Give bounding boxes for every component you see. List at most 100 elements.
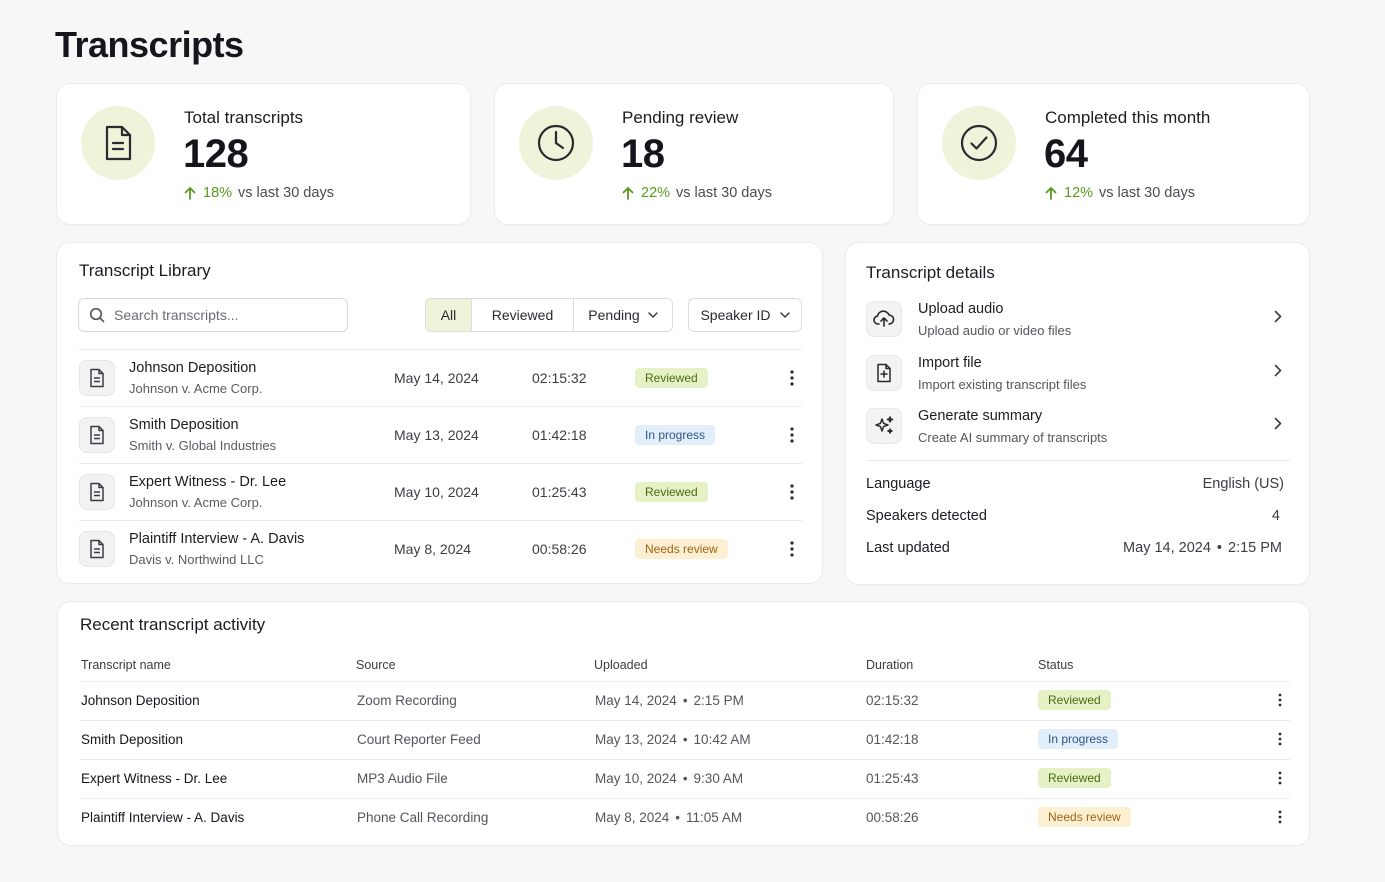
recent-activity-panel: Recent transcript activity Transcript na…: [57, 601, 1310, 846]
search-input[interactable]: Search transcripts...: [78, 298, 348, 332]
table-row[interactable]: Expert Witness - Dr. Lee MP3 Audio File …: [80, 759, 1290, 798]
clock-icon: [519, 106, 593, 180]
transcript-case: Davis v. Northwind LLC: [129, 552, 264, 567]
table-row[interactable]: Johnson Deposition Zoom Recording May 14…: [80, 681, 1290, 720]
stat-trend: 18% vs last 30 days: [183, 185, 334, 201]
column-header-status: Status: [1038, 658, 1074, 672]
status-badge: In progress: [635, 425, 716, 445]
upload-audio-action[interactable]: Upload audio Upload audio or video files: [866, 300, 1290, 352]
transcript-case: Smith v. Global Industries: [129, 438, 277, 453]
uploaded-date: May 14, 2024: [595, 693, 677, 708]
stat-change: 22%: [641, 185, 671, 201]
more-options-icon[interactable]: [785, 424, 799, 446]
file-import-icon: [866, 355, 902, 391]
cloud-upload-icon: [866, 301, 902, 337]
search-placeholder: Search transcripts...: [114, 307, 239, 323]
speaker-id-dropdown[interactable]: Speaker ID: [688, 298, 802, 332]
file-icon: [79, 474, 115, 510]
cell-name: Smith Deposition: [81, 732, 184, 747]
status-badge: Needs review: [1038, 807, 1131, 827]
status-badge: In progress: [1038, 729, 1119, 749]
file-icon: [79, 531, 115, 567]
action-subtitle: Upload audio or video files: [918, 323, 1072, 338]
action-subtitle: Import existing transcript files: [918, 377, 1087, 392]
generate-summary-action[interactable]: Generate summary Create AI summary of tr…: [866, 407, 1290, 459]
speakers-value: 4: [1271, 508, 1280, 524]
column-header-name: Transcript name: [81, 658, 171, 672]
chevron-right-icon: [1274, 364, 1282, 377]
filter-pending-label: Pending: [588, 307, 640, 323]
last-updated-value: May 14, 2024 • 2:15 PM: [1123, 540, 1282, 556]
stat-card-completed: Completed this month 64 12% vs last 30 d…: [917, 83, 1310, 225]
last-updated-label: Last updated: [866, 540, 950, 556]
uploaded-time: 2:15 PM: [693, 693, 744, 708]
more-options-icon[interactable]: [1273, 729, 1287, 749]
separator-dot: •: [675, 810, 681, 825]
cell-name: Expert Witness - Dr. Lee: [81, 771, 228, 786]
more-options-icon[interactable]: [785, 538, 799, 560]
chevron-down-icon: [779, 312, 790, 318]
stat-label: Total transcripts: [184, 108, 304, 127]
more-options-icon[interactable]: [1273, 807, 1287, 827]
separator-dot: •: [682, 693, 688, 708]
status-filter-group: All Reviewed Pending: [425, 298, 673, 332]
list-item[interactable]: Johnson Deposition Johnson v. Acme Corp.…: [79, 349, 802, 406]
filter-pending-dropdown[interactable]: Pending: [574, 299, 672, 331]
activity-title: Recent transcript activity: [80, 615, 266, 634]
document-icon: [81, 106, 155, 180]
stat-change: 12%: [1064, 185, 1094, 201]
import-file-action[interactable]: Import file Import existing transcript f…: [866, 354, 1290, 406]
stat-trend: 12% vs last 30 days: [1044, 185, 1195, 201]
transcript-date: May 13, 2024: [394, 427, 479, 443]
stat-period: vs last 30 days: [238, 185, 334, 201]
cell-source: Court Reporter Feed: [357, 732, 481, 747]
library-title: Transcript Library: [79, 261, 211, 280]
filter-all-button[interactable]: All: [426, 299, 472, 331]
status-badge: Reviewed: [1038, 690, 1111, 710]
list-item[interactable]: Plaintiff Interview - A. Davis Davis v. …: [79, 520, 802, 577]
stat-period: vs last 30 days: [676, 185, 772, 201]
stat-change: 18%: [203, 185, 233, 201]
details-divider: [866, 460, 1290, 461]
column-header-duration: Duration: [866, 658, 914, 672]
stat-card-pending: Pending review 18 22% vs last 30 days: [494, 83, 894, 225]
separator-dot: •: [682, 732, 688, 747]
more-options-icon[interactable]: [1273, 768, 1287, 788]
separator-dot: •: [1216, 540, 1222, 556]
cell-uploaded: May 10, 2024 • 9:30 AM: [595, 771, 743, 786]
action-title: Generate summary: [918, 408, 1043, 424]
stat-card-total: Total transcripts 128 18% vs last 30 day…: [56, 83, 471, 225]
search-icon: [89, 307, 105, 323]
arrow-up-icon: [622, 186, 634, 200]
status-badge: Reviewed: [635, 482, 708, 502]
cell-name: Johnson Deposition: [81, 693, 200, 708]
table-row[interactable]: Smith Deposition Court Reporter Feed May…: [80, 720, 1290, 759]
uploaded-time: 11:05 AM: [686, 810, 743, 825]
speakers-label: Speakers detected: [866, 508, 987, 524]
check-circle-icon: [942, 106, 1016, 180]
transcript-library-panel: Transcript Library Search transcripts...…: [56, 242, 823, 584]
transcript-date: May 8, 2024: [394, 541, 472, 557]
more-options-icon[interactable]: [785, 367, 799, 389]
table-row[interactable]: Plaintiff Interview - A. Davis Phone Cal…: [80, 798, 1290, 837]
cell-duration: 00:58:26: [866, 810, 919, 825]
file-icon: [79, 417, 115, 453]
transcript-name: Plaintiff Interview - A. Davis: [129, 531, 305, 547]
list-item[interactable]: Expert Witness - Dr. Lee Johnson v. Acme…: [79, 463, 802, 520]
chevron-right-icon: [1274, 310, 1282, 323]
uploaded-date: May 8, 2024: [595, 810, 670, 825]
sparkle-icon: [866, 408, 902, 444]
stat-trend: 22% vs last 30 days: [621, 185, 772, 201]
action-title: Upload audio: [918, 301, 1004, 317]
file-icon: [79, 360, 115, 396]
more-options-icon[interactable]: [785, 481, 799, 503]
more-options-icon[interactable]: [1273, 690, 1287, 710]
filter-reviewed-button[interactable]: Reviewed: [472, 299, 574, 331]
speaker-id-label: Speaker ID: [700, 307, 771, 323]
stat-value: 18: [621, 132, 665, 176]
chevron-down-icon: [647, 312, 658, 318]
transcript-date: May 10, 2024: [394, 484, 479, 500]
filter-all-label: All: [440, 307, 457, 323]
list-item[interactable]: Smith Deposition Smith v. Global Industr…: [79, 406, 802, 463]
cell-name: Plaintiff Interview - A. Davis: [81, 810, 245, 825]
